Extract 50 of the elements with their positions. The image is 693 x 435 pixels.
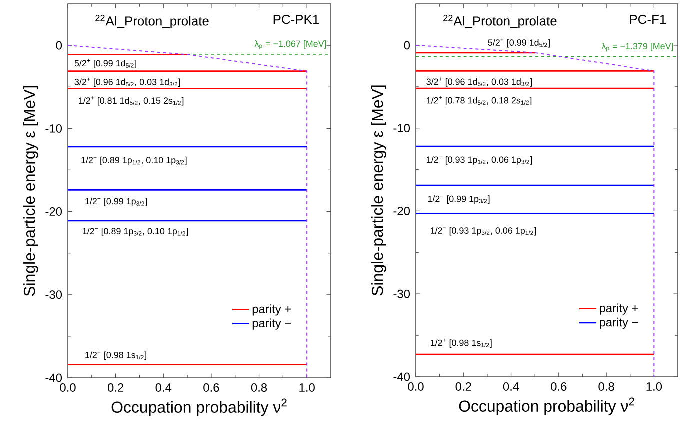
y-axis-title: Single-particle energy ε [MeV] [372,86,386,296]
y-tick-label: -20 [394,206,410,216]
x-tick-label: 0.4 [156,384,172,392]
annotation: 1/2$^{+}$ [0.98 1s$_{1/2}$] [86,351,146,360]
annotation: 1/2$^{−}$ [0.99 1p$_{3/2}$] [428,196,490,204]
y-tick-label: -40 [46,374,62,382]
y-tick-label: 0 [56,41,62,50]
y-tick-label: -10 [46,124,62,133]
annotation: 1/2$^{+}$ [0.81 1d$_{5/2}$, 0.15 2s$_{1/2}$] [79,96,184,106]
x-tick-label: 1.0 [300,384,315,392]
text: PC-F1 [630,14,666,24]
annotation: 3/2$^{+}$ [0.96 1d$_{5/2}$, 0.03 1d$_{3/2}$] [74,78,180,88]
x-axis-title: Occupation probability ν$^{2}$ [112,398,287,416]
annotation: 5/2$^{+}$ [0.99 1d$_{5/2}$] [488,38,550,48]
x-tick-label: 0.6 [204,384,220,392]
legend-label: parity − [600,318,638,330]
legend-label: parity + [600,304,638,315]
x-tick-label: 0.6 [551,382,567,391]
ref-line-label: λ$_{p}$ = −1.379 [MeV] [602,42,674,52]
x-tick-label: 0.0 [60,384,76,392]
annotation: 3/2$^{+}$ [0.96 1d$_{5/2}$, 0.03 1d$_{3/2}$] [426,78,532,87]
text: PC-PK1 [274,15,319,24]
y-tick-label: -10 [394,124,410,133]
legend-label: parity − [252,318,292,330]
annotation: 1/2$^{+}$ [0.98 1s$_{1/2}$] [430,338,492,348]
x-tick-label: 0.2 [108,384,124,392]
text: $^{22}$Al_Proton_prolate [444,14,557,28]
legend-label: parity + [252,304,292,316]
y-tick-label: -30 [394,290,410,298]
annotation: 1/2$^{−}$ [0.93 1p$_{3/2}$, 0.06 1p$_{1/2}$] [430,227,536,236]
annotation: 1/2$^{+}$ [0.78 1d$_{5/2}$, 0.18 2s$_{1/2}$] [427,96,532,106]
y-tick-label: 0 [404,41,410,50]
x-tick-label: 0.2 [456,382,472,391]
annotation: 1/2$^{−}$ [0.89 1p$_{3/2}$, 0.10 1p$_{1/2}$] [83,228,188,236]
x-tick-label: 0.0 [408,382,424,391]
ref-line-label: λ$_{p}$ = −1.067 [MeV] [254,40,326,50]
x-tick-label: 0.4 [503,382,520,391]
y-axis-title: Single-particle energy ε [MeV] [24,86,38,296]
text: $^{22}$Al_Proton_prolate [96,15,209,28]
x-tick-label: 1.0 [646,382,662,391]
y-tick-label: -20 [46,208,62,216]
annotation: 5/2$^{+}$ [0.99 1d$_{5/2}$] [74,59,136,68]
x-axis-title: Occupation probability ν$^{2}$ [459,398,634,416]
y-tick-label: -40 [394,372,410,382]
annotation: 1/2$^{−}$ [0.89 1p$_{1/2}$, 0.10 1p$_{3/2}$] [82,156,187,166]
x-tick-label: 0.8 [598,382,614,391]
x-tick-label: 0.8 [251,384,268,392]
y-tick-label: -30 [46,290,62,300]
annotation: 1/2$^{−}$ [0.99 1p$_{3/2}$] [86,198,147,206]
annotation: 1/2$^{−}$ [0.93 1p$_{1/2}$, 0.06 1p$_{3/2}$] [427,156,532,165]
